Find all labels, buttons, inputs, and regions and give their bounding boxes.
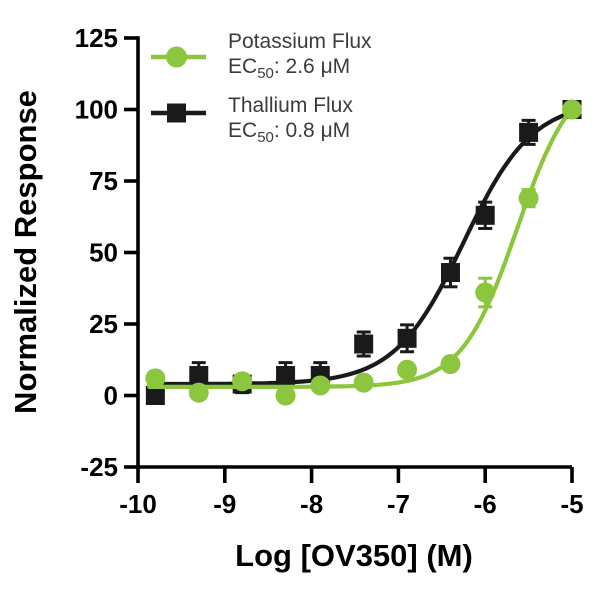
legend-marker-thallium-flux bbox=[167, 103, 186, 123]
potassium-flux-point bbox=[232, 371, 253, 392]
thallium-flux-point bbox=[276, 365, 296, 385]
thallium-flux-point bbox=[354, 334, 374, 354]
thallium-flux-point bbox=[397, 328, 417, 348]
y-tick-label: -25 bbox=[80, 452, 118, 482]
x-tick-label: -7 bbox=[387, 489, 410, 519]
potassium-flux-point bbox=[475, 282, 496, 303]
thallium-flux-point bbox=[440, 263, 460, 283]
x-axis-title: Log [OV350] (M) bbox=[235, 538, 473, 573]
potassium-flux-point bbox=[518, 188, 539, 209]
potassium-flux-point bbox=[145, 368, 166, 389]
thallium-flux-point bbox=[145, 386, 165, 405]
y-tick-label: 75 bbox=[89, 166, 118, 196]
thallium-flux-point bbox=[519, 122, 539, 142]
legend-marker-potassium-flux bbox=[166, 46, 187, 68]
potassium-flux-point bbox=[562, 99, 582, 120]
x-tick-label: -8 bbox=[300, 489, 323, 519]
legend-ec50-thallium-flux: EC50: 0.8 μM bbox=[228, 119, 350, 146]
x-tick-label: -5 bbox=[560, 489, 583, 519]
thallium-flux-curve bbox=[147, 110, 573, 387]
y-tick-label: 0 bbox=[104, 381, 118, 411]
plot-series bbox=[145, 99, 582, 406]
potassium-flux-point bbox=[440, 354, 461, 375]
x-tick-label: -6 bbox=[474, 489, 497, 519]
thallium-flux-point bbox=[475, 205, 495, 225]
legend-label-thallium-flux: Thallium Flux bbox=[228, 94, 353, 117]
legend-ec50-potassium-flux: EC50: 2.6 μM bbox=[228, 55, 350, 82]
potassium-flux-point bbox=[397, 359, 418, 380]
potassium-flux-point bbox=[353, 372, 374, 393]
y-tick-label: 125 bbox=[75, 23, 118, 53]
x-tick-label: -10 bbox=[119, 489, 157, 519]
y-tick-label: 50 bbox=[89, 238, 118, 268]
y-axis-title: Normalized Response bbox=[8, 90, 43, 414]
potassium-flux-point bbox=[188, 382, 209, 403]
y-tick-label: 25 bbox=[89, 309, 118, 339]
plot-axes: -10 -9 -8 -7 -6 -5 125 100 75 50 25 0 -25 bbox=[75, 23, 584, 519]
legend-label-potassium-flux: Potassium Flux bbox=[228, 30, 372, 53]
potassium-flux-point bbox=[275, 385, 296, 406]
x-tick-label: -9 bbox=[213, 489, 236, 519]
y-tick-label: 100 bbox=[75, 95, 118, 125]
thallium-flux-point bbox=[189, 365, 209, 385]
potassium-flux-point bbox=[310, 375, 331, 396]
